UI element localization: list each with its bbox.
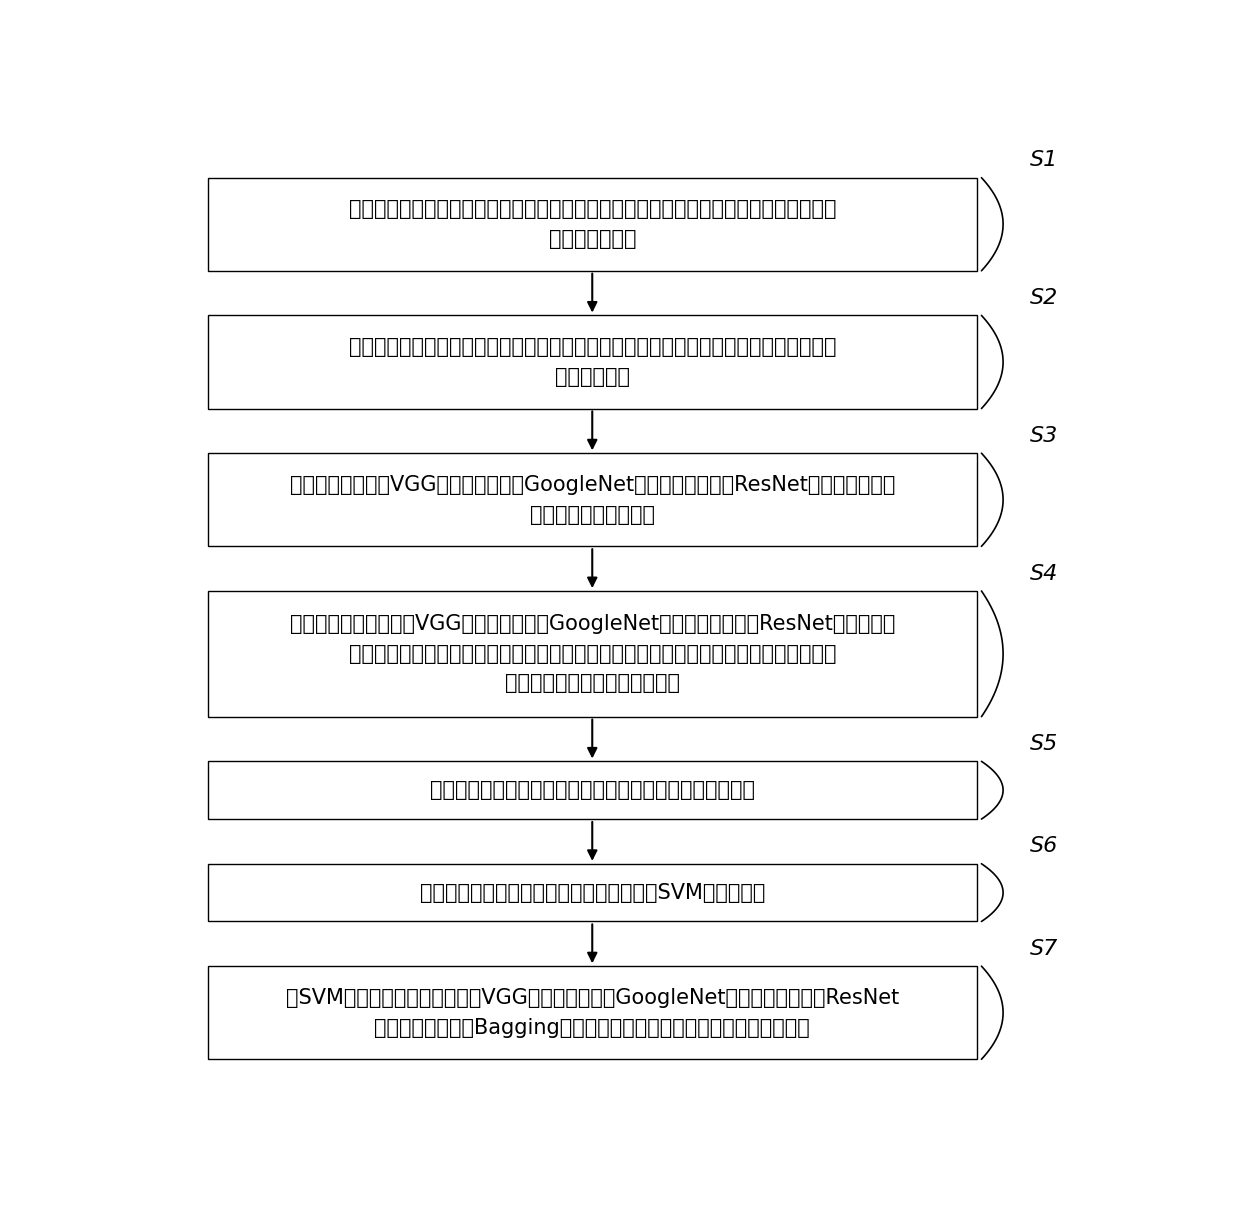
Bar xyxy=(208,316,977,409)
Text: S6: S6 xyxy=(1029,837,1058,856)
Text: 分别对三种神经网络模型的深度异构特征图进行特征预处理: 分别对三种神经网络模型的深度异构特征图进行特征预处理 xyxy=(430,780,755,800)
Text: S1: S1 xyxy=(1029,150,1058,170)
Bar xyxy=(208,178,977,271)
Text: 采用空间金字塔分别对VGG神经网络模型、GoogleNet神经网络模型以及ResNet神经网络模
型所提取到的耳朵特征进行特征整合，获得每种神经网络模型所对应的: 采用空间金字塔分别对VGG神经网络模型、GoogleNet神经网络模型以及Res… xyxy=(290,614,895,694)
Text: 基于侧脸数据集对级联分类器进行训练后，获得用于对侧脸图像进行耳朵对象裁剪分割的
耳朵检测模型: 基于侧脸数据集对级联分类器进行训练后，获得用于对侧脸图像进行耳朵对象裁剪分割的 … xyxy=(348,337,836,387)
Text: 分别采用训练好的VGG神经网络模型、GoogleNet神经网络模型以及ResNet神经网络模型对
耳朵对象进行特征提取: 分别采用训练好的VGG神经网络模型、GoogleNet神经网络模型以及ResNe… xyxy=(290,475,895,525)
Bar xyxy=(208,453,977,546)
Bar xyxy=(208,591,977,717)
Bar xyxy=(208,863,977,921)
Text: 批量采集患者的侧脸图像，并为每张侧脸图像添加患病标签以及冠状沟标签后，构建带标
签的侧脸数据集: 批量采集患者的侧脸图像，并为每张侧脸图像添加患病标签以及冠状沟标签后，构建带标 … xyxy=(348,199,836,249)
Text: 将SVM分类器模型以及训练好的VGG神经网络模型、GoogleNet神经网络模型以及ResNet
神经网络模型通过Bagging学习方式进行集成，获得心血管疾病: 将SVM分类器模型以及训练好的VGG神经网络模型、GoogleNet神经网络模型… xyxy=(285,988,899,1037)
Bar xyxy=(208,762,977,818)
Bar xyxy=(208,966,977,1059)
Text: S2: S2 xyxy=(1029,288,1058,308)
Text: S7: S7 xyxy=(1029,938,1058,959)
Text: S4: S4 xyxy=(1029,563,1058,584)
Text: S3: S3 xyxy=(1029,426,1058,446)
Text: 基于预处理后的深度异构特征图，训练获得SVM分类器模型: 基于预处理后的深度异构特征图，训练获得SVM分类器模型 xyxy=(419,883,765,903)
Text: S5: S5 xyxy=(1029,734,1058,754)
